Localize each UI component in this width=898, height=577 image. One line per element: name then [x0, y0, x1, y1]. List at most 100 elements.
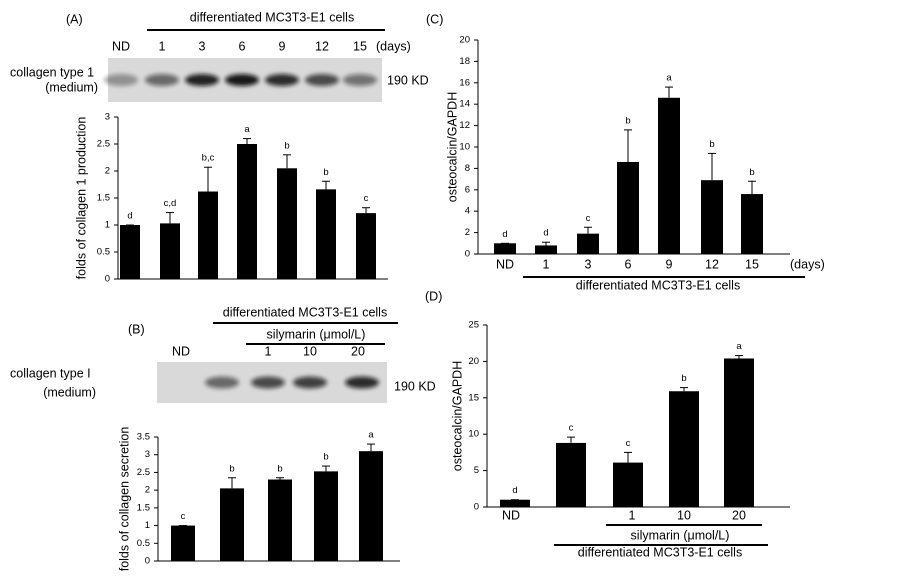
x-tick-label: ND: [496, 257, 514, 271]
blot-label: collagen type 1: [10, 65, 94, 79]
bar: [316, 189, 336, 279]
x-tick-label: 1: [543, 257, 550, 271]
bar: [314, 471, 338, 561]
panel: (A) differentiated MC3T3-E1 cells (days) co…: [10, 10, 429, 284]
panel: (C) (days) differentiated MC3T3-E1 cells 0 2…: [426, 12, 825, 292]
y-tick-label: 1: [105, 220, 110, 231]
bar: [658, 97, 680, 254]
bar: [535, 245, 557, 254]
y-axis-label: osteocalcin/GAPDH: [445, 92, 459, 202]
bar: [613, 462, 643, 507]
x-tick-label: ND: [172, 344, 190, 358]
significance-letter: b: [625, 115, 630, 126]
significance-letter: b: [709, 139, 714, 150]
significance-letter: b: [749, 167, 754, 178]
treatment-label: silymarin (μmol/L): [267, 327, 366, 341]
x-tick-label: 9: [279, 39, 286, 53]
significance-letter: d: [502, 229, 507, 240]
blot-band: [265, 74, 299, 86]
x-tick-label: 15: [745, 257, 759, 271]
x-tick-label: 12: [315, 39, 329, 53]
y-axis-label: folds of collagen 1 production: [74, 117, 88, 280]
significance-letter: c: [364, 193, 369, 204]
y-tick-label: 2: [105, 166, 110, 177]
cells-label: differentiated MC3T3-E1 cells: [190, 10, 354, 24]
x-tick-label: 10: [677, 508, 691, 522]
significance-letter: b: [323, 167, 328, 178]
x-tick-label: 15: [353, 39, 367, 53]
significance-letter: d: [127, 211, 132, 222]
x-tick-label: 1: [265, 344, 272, 358]
y-tick-label: 3: [105, 112, 110, 123]
y-tick-label: 2.5: [137, 467, 150, 478]
significance-letter: c: [181, 511, 186, 522]
x-tick-label: 20: [351, 344, 365, 358]
y-tick-label: 20: [468, 356, 479, 367]
x-tick-label: 3: [585, 257, 592, 271]
y-axis-label: folds of collagen secretion: [117, 427, 131, 572]
blot-band: [251, 376, 285, 389]
blot-label: (medium): [45, 80, 98, 94]
x-unit: (days): [790, 257, 825, 271]
y-tick-label: 1: [145, 520, 150, 531]
x-tick-label: ND: [502, 508, 520, 522]
bar: [359, 451, 383, 561]
y-tick-label: 25: [468, 320, 479, 331]
x-tick-label: 6: [239, 39, 246, 53]
bar: [198, 191, 218, 279]
bar: [356, 213, 376, 279]
bar: [120, 225, 140, 279]
significance-letter: c: [586, 213, 591, 224]
panel: (D) silymarin (μmol/L) differentiated MC3T…: [425, 289, 790, 559]
x-tick-label: 9: [666, 257, 673, 271]
y-tick-label: 8: [465, 163, 470, 174]
blot-size: 190 KD: [387, 73, 429, 87]
treatment-label: silymarin (μmol/L): [631, 528, 730, 542]
significance-letter: b: [277, 463, 282, 474]
x-tick-label: 12: [705, 257, 719, 271]
bar: [268, 479, 292, 561]
bar: [556, 442, 586, 507]
significance-letter: d: [543, 228, 548, 239]
panel: (C): [426, 12, 443, 26]
bar: [220, 488, 244, 561]
bar: [617, 161, 639, 254]
significance-letter: b: [229, 463, 234, 474]
y-tick-label: 6: [465, 184, 470, 195]
x-tick-label: 1: [159, 39, 166, 53]
bar: [701, 180, 723, 254]
significance-letter: c: [626, 438, 631, 449]
blot-band: [293, 376, 327, 389]
blot-band: [185, 74, 219, 86]
significance-letter: c: [569, 423, 574, 434]
y-tick-label: 3.5: [137, 432, 150, 443]
bar: [160, 223, 180, 279]
y-tick-label: 0: [474, 502, 479, 513]
blot-band: [305, 74, 339, 86]
y-tick-label: 18: [459, 56, 470, 67]
y-tick-label: 2: [145, 485, 150, 496]
y-tick-label: 10: [468, 429, 479, 440]
blot-label: collagen type I: [10, 366, 91, 380]
y-tick-label: 4: [465, 206, 470, 217]
blot-band: [205, 376, 239, 389]
x-tick-label: 20: [732, 508, 746, 522]
bar: [171, 525, 195, 561]
y-tick-label: 0.5: [97, 247, 110, 258]
y-tick-label: 16: [459, 77, 470, 88]
y-tick-label: 10: [459, 142, 470, 153]
significance-letter: b: [681, 373, 686, 384]
cells-label: differentiated MC3T3-E1 cells: [576, 278, 740, 292]
significance-letter: a: [736, 341, 742, 352]
y-tick-label: 12: [459, 120, 470, 131]
significance-letter: b: [284, 140, 289, 151]
y-tick-label: 14: [459, 99, 470, 110]
significance-letter: a: [244, 124, 250, 135]
blot-band: [225, 74, 259, 86]
panel: (B) differentiated MC3T3-E1 cells silymari…: [10, 305, 436, 571]
x-tick-label: 3: [199, 39, 206, 53]
y-tick-label: 2: [465, 227, 470, 238]
significance-letter: a: [368, 430, 374, 441]
